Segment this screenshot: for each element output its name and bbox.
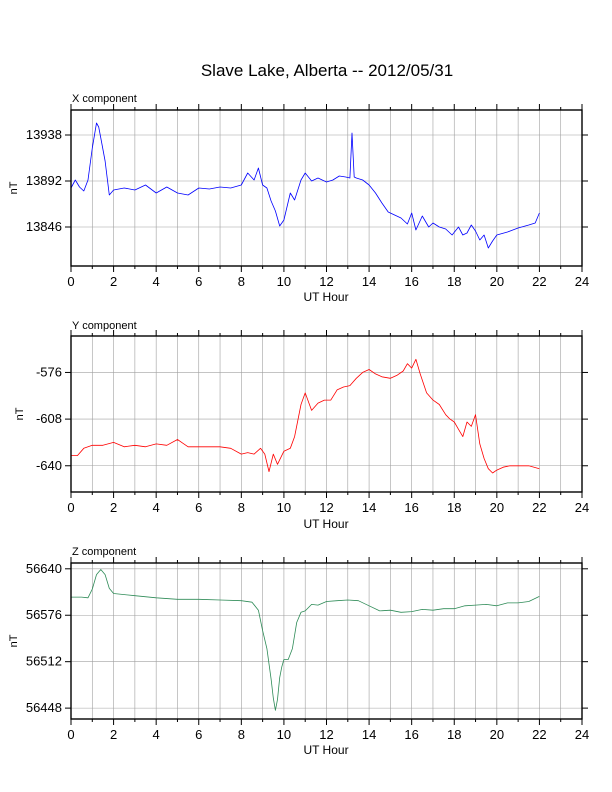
x-tick-label: 8 bbox=[238, 727, 245, 742]
x-tick-label: 16 bbox=[404, 500, 418, 515]
panel-z-xlabel: UT Hour bbox=[303, 743, 348, 757]
y-tick-label: 56512 bbox=[26, 654, 62, 669]
x-tick-label: 6 bbox=[195, 500, 202, 515]
data-series-line bbox=[71, 358, 540, 474]
x-tick-label: 24 bbox=[575, 500, 589, 515]
x-tick-label: 12 bbox=[319, 500, 333, 515]
x-tick-label: 0 bbox=[67, 727, 74, 742]
x-tick-label: 2 bbox=[110, 500, 117, 515]
x-tick-label: 10 bbox=[277, 274, 291, 289]
plot-frame bbox=[70, 562, 583, 720]
panel-z-component: Z component nT UT Hour 56448 56512 56576 56… bbox=[8, 546, 589, 757]
x-tick-label: 10 bbox=[277, 500, 291, 515]
data-series-line bbox=[71, 569, 540, 711]
x-tick-label: 0 bbox=[67, 274, 74, 289]
x-tick-label: 20 bbox=[490, 500, 504, 515]
x-tick-label: 4 bbox=[153, 274, 160, 289]
panel-x-component: X component nT UT Hour 13846 13892 13938 0 2… bbox=[8, 93, 589, 304]
x-tick-label: 20 bbox=[490, 274, 504, 289]
x-tick-label: 4 bbox=[153, 500, 160, 515]
panel-z-ylabel: nT bbox=[8, 634, 20, 647]
y-tick-label: -608 bbox=[36, 411, 62, 426]
y-tick-label: 56640 bbox=[26, 561, 62, 576]
x-tick-label: 24 bbox=[575, 274, 589, 289]
y-tick-label: -576 bbox=[36, 364, 62, 379]
panel-z-label: Z component bbox=[72, 546, 136, 558]
x-tick-label: 2 bbox=[110, 727, 117, 742]
figure-title: Slave Lake, Alberta -- 2012/05/31 bbox=[201, 61, 453, 80]
data-series-line bbox=[70, 122, 540, 249]
x-tick-label: 10 bbox=[277, 727, 291, 742]
y-tick-label: -640 bbox=[36, 458, 62, 473]
x-tick-label: 12 bbox=[319, 727, 333, 742]
panel-y-xlabel: UT Hour bbox=[303, 517, 348, 531]
x-tick-label: 18 bbox=[447, 274, 461, 289]
x-tick-label: 22 bbox=[532, 500, 546, 515]
x-tick-label: 6 bbox=[195, 274, 202, 289]
x-tick-label: 6 bbox=[195, 727, 202, 742]
y-tick-label: 13938 bbox=[26, 127, 62, 142]
x-tick-label: 8 bbox=[238, 500, 245, 515]
panel-x-xlabel: UT Hour bbox=[303, 290, 348, 304]
plot-frame bbox=[70, 109, 583, 267]
x-tick-label: 14 bbox=[362, 274, 376, 289]
x-tick-label: 16 bbox=[404, 727, 418, 742]
x-tick-label: 18 bbox=[447, 727, 461, 742]
plot-frame bbox=[70, 335, 583, 493]
x-tick-label: 18 bbox=[447, 500, 461, 515]
y-tick-label: 56448 bbox=[26, 700, 62, 715]
panel-x-label: X component bbox=[72, 93, 137, 105]
x-tick-label: 16 bbox=[404, 274, 418, 289]
x-tick-label: 14 bbox=[362, 727, 376, 742]
x-tick-label: 12 bbox=[319, 274, 333, 289]
y-tick-label: 56576 bbox=[26, 607, 62, 622]
x-tick-label: 24 bbox=[575, 727, 589, 742]
x-tick-label: 2 bbox=[110, 274, 117, 289]
x-tick-label: 0 bbox=[67, 500, 74, 515]
x-tick-label: 8 bbox=[238, 274, 245, 289]
panel-y-ylabel: nT bbox=[14, 407, 26, 420]
y-tick-label: 13892 bbox=[26, 173, 62, 188]
panel-y-label: Y component bbox=[72, 320, 137, 332]
panel-x-ylabel: nT bbox=[8, 181, 20, 194]
x-tick-label: 20 bbox=[490, 727, 504, 742]
x-tick-label: 22 bbox=[532, 274, 546, 289]
y-tick-label: 13846 bbox=[26, 219, 62, 234]
x-tick-label: 22 bbox=[532, 727, 546, 742]
x-tick-label: 4 bbox=[153, 727, 160, 742]
x-tick-label: 14 bbox=[362, 500, 376, 515]
